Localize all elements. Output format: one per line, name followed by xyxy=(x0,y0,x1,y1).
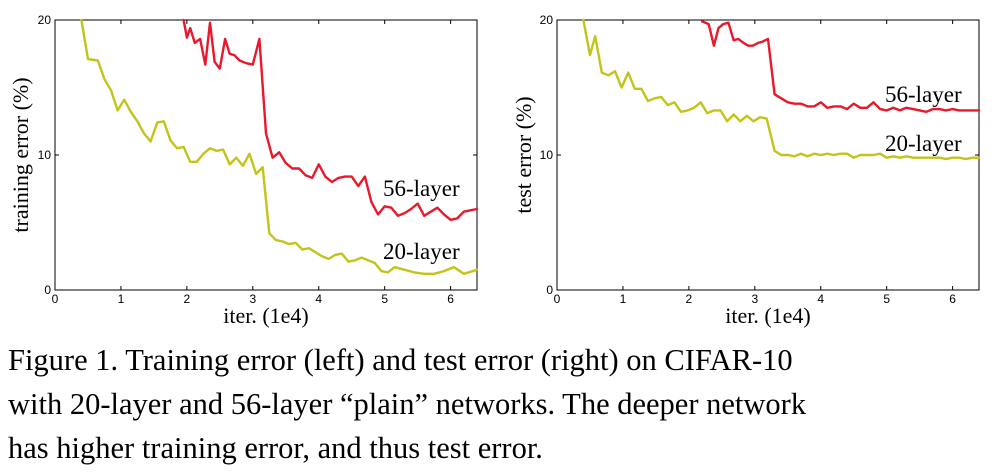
series-label-56-layer: 56-layer xyxy=(383,176,460,201)
x-ticks: 0 1 2 3 4 5 6 xyxy=(52,20,454,306)
series-line-56-layer xyxy=(700,20,981,114)
training-error-chart: 0 10 20 0 1 2 3 4 5 6 iter. (1e4) training error… xyxy=(8,13,479,328)
y-axis-label: test error (%) xyxy=(511,96,536,213)
series-group xyxy=(582,18,981,161)
x-axis-label: iter. (1e4) xyxy=(223,303,309,328)
x-tick-label: 6 xyxy=(949,292,956,306)
series-label-20-layer: 20-layer xyxy=(383,239,460,264)
x-tick-label: 2 xyxy=(184,292,191,306)
x-tick-label: 1 xyxy=(620,292,627,306)
caption-line: has higher training error, and thus test… xyxy=(8,431,543,465)
y-tick-label: 0 xyxy=(44,283,51,297)
y-tick-label: 0 xyxy=(546,283,553,297)
y-tick-label: 20 xyxy=(540,13,554,27)
figure-caption: Figure 1. Training error (left) and test… xyxy=(8,338,988,470)
y-tick-label: 10 xyxy=(540,148,554,162)
x-tick-label: 2 xyxy=(686,292,693,306)
x-tick-label: 0 xyxy=(52,292,59,306)
x-tick-label: 5 xyxy=(381,292,388,306)
series-label-56-layer: 56-layer xyxy=(885,82,962,107)
x-tick-label: 5 xyxy=(883,292,890,306)
series-line-20-layer xyxy=(582,18,981,161)
test-error-chart: 0 10 20 0 1 2 3 4 5 6 iter. (1e4) test error (%)… xyxy=(511,13,981,328)
x-tick-label: 1 xyxy=(118,292,125,306)
x-ticks: 0 1 2 3 4 5 6 xyxy=(554,20,956,306)
x-tick-label: 3 xyxy=(751,292,758,306)
caption-line: with 20-layer and 56-layer “plain” netwo… xyxy=(8,387,807,421)
x-tick-label: 0 xyxy=(554,292,561,306)
y-axis-label: training error (%) xyxy=(8,77,33,232)
series-label-20-layer: 20-layer xyxy=(885,131,962,156)
caption-line: Figure 1. Training error (left) and test… xyxy=(8,343,793,377)
y-ticks: 0 10 20 xyxy=(38,13,477,297)
series-line-20-layer xyxy=(80,18,479,275)
x-axis-label: iter. (1e4) xyxy=(725,303,811,328)
series-line-56-layer xyxy=(182,18,479,222)
y-tick-label: 20 xyxy=(38,13,52,27)
x-tick-label: 4 xyxy=(817,292,824,306)
x-tick-label: 3 xyxy=(249,292,256,306)
series-group xyxy=(80,18,479,275)
x-tick-label: 6 xyxy=(447,292,454,306)
x-tick-label: 4 xyxy=(315,292,322,306)
y-ticks: 0 10 20 xyxy=(540,13,979,297)
y-tick-label: 10 xyxy=(38,148,52,162)
